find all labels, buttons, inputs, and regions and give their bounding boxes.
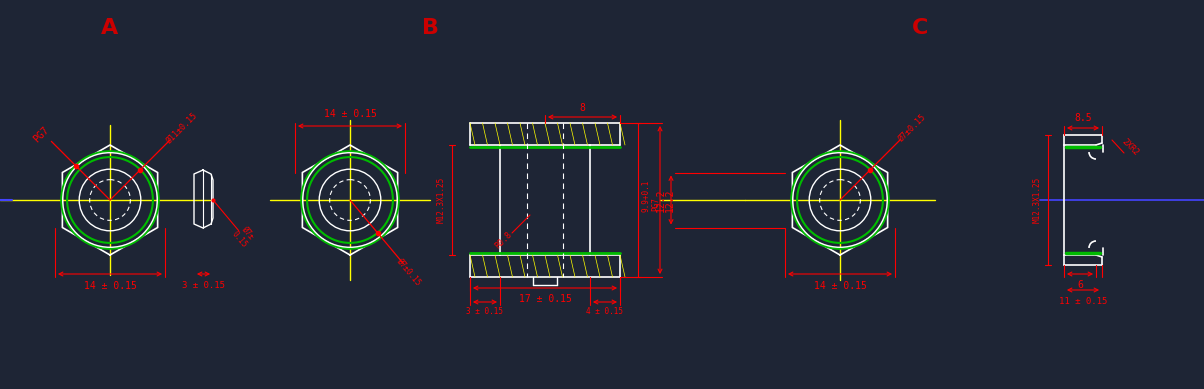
Text: Ø7±
0.15: Ø7± 0.15 <box>230 223 258 249</box>
Text: 11 ± 0.15: 11 ± 0.15 <box>1058 296 1108 305</box>
Text: PG7: PG7 <box>651 197 661 211</box>
Text: 2XR2: 2XR2 <box>1120 137 1140 157</box>
Text: 3 ± 0.15: 3 ± 0.15 <box>466 307 503 317</box>
Text: Ø7±0.15: Ø7±0.15 <box>395 256 423 287</box>
Text: Ø11±0.15: Ø11±0.15 <box>165 110 200 145</box>
Text: 14 ± 0.15: 14 ± 0.15 <box>814 281 867 291</box>
Text: 12.2: 12.2 <box>656 188 666 212</box>
Text: 6: 6 <box>1078 280 1082 290</box>
Text: 9.9+0.1: 9.9+0.1 <box>642 180 650 212</box>
Text: 17 ± 0.15: 17 ± 0.15 <box>519 294 572 304</box>
Text: 4 ± 0.15: 4 ± 0.15 <box>586 307 624 317</box>
Text: 8.5: 8.5 <box>1074 113 1092 123</box>
Text: A: A <box>101 18 119 38</box>
Text: B: B <box>421 18 438 38</box>
Text: 14 ± 0.15: 14 ± 0.15 <box>83 281 136 291</box>
Text: PG7: PG7 <box>31 124 51 144</box>
Text: 8: 8 <box>579 103 585 113</box>
Text: M12.3X1.25: M12.3X1.25 <box>1033 177 1041 223</box>
Text: C: C <box>911 18 928 38</box>
Text: R0.8: R0.8 <box>494 230 514 250</box>
Text: M12.3X1.25: M12.3X1.25 <box>437 177 445 223</box>
Text: 3 ± 0.15: 3 ± 0.15 <box>182 282 225 291</box>
Text: Ø7±0.15: Ø7±0.15 <box>897 112 927 144</box>
Text: 12.2: 12.2 <box>665 188 675 212</box>
Text: 14 ± 0.15: 14 ± 0.15 <box>324 109 377 119</box>
